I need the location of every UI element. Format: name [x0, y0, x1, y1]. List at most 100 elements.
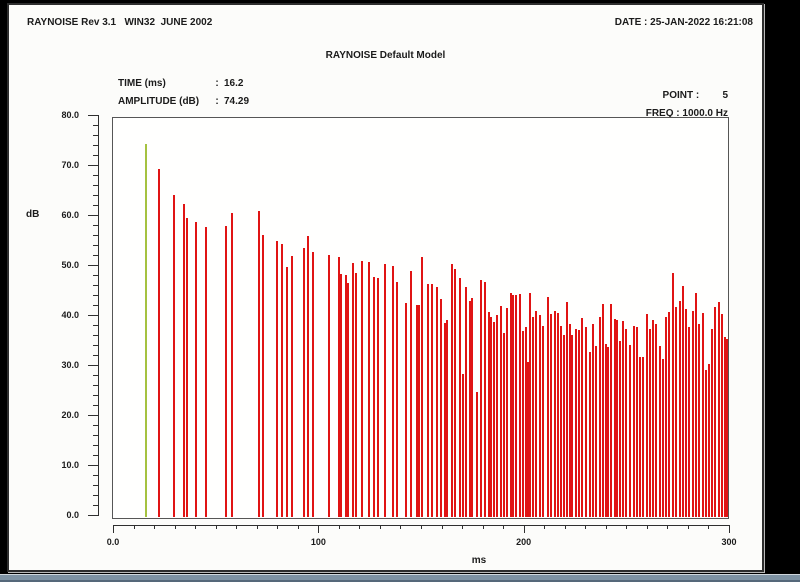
reflection-spike[interactable]	[568, 324, 571, 517]
reflection-spike[interactable]	[476, 392, 479, 517]
reflection-spike[interactable]	[416, 305, 419, 517]
reflection-spike[interactable]	[685, 309, 688, 517]
reflection-spike[interactable]	[598, 317, 601, 517]
reflection-spike[interactable]	[512, 294, 515, 517]
reflection-spike[interactable]	[158, 169, 161, 517]
reflection-spike[interactable]	[446, 319, 449, 517]
reflection-spike[interactable]	[698, 324, 701, 517]
reflection-spike[interactable]	[502, 333, 505, 517]
reflection-spike[interactable]	[462, 373, 465, 517]
reflection-spike[interactable]	[528, 292, 531, 517]
reflection-spike[interactable]	[701, 313, 704, 517]
reflection-spike[interactable]	[345, 274, 348, 517]
reflection-spike[interactable]	[639, 357, 642, 517]
reflection-spike[interactable]	[581, 318, 584, 517]
reflection-spike[interactable]	[531, 317, 534, 517]
reflection-spike[interactable]	[312, 252, 315, 517]
reflection-spike[interactable]	[678, 300, 681, 517]
reflection-spike[interactable]	[655, 324, 658, 517]
reflection-spike[interactable]	[641, 357, 644, 517]
reflection-spike[interactable]	[439, 299, 442, 517]
reflection-spike[interactable]	[658, 345, 661, 517]
reflection-spike[interactable]	[632, 325, 635, 517]
reflection-spike[interactable]	[524, 326, 527, 517]
reflection-spike[interactable]	[714, 307, 717, 517]
reflection-spike[interactable]	[355, 273, 358, 517]
reflection-spike[interactable]	[367, 261, 370, 517]
reflection-spike[interactable]	[535, 310, 538, 517]
reflection-spike[interactable]	[483, 281, 486, 517]
reflection-spike[interactable]	[454, 269, 457, 517]
reflection-spike[interactable]	[691, 310, 694, 517]
reflection-spike[interactable]	[183, 203, 186, 517]
reflection-spike[interactable]	[505, 307, 508, 517]
reflection-spike[interactable]	[549, 314, 552, 517]
reflection-spike[interactable]	[649, 329, 652, 517]
reflection-spike[interactable]	[426, 284, 429, 517]
reflection-spike[interactable]	[479, 280, 482, 517]
reflection-spike[interactable]	[418, 305, 421, 517]
reflection-spike[interactable]	[628, 344, 631, 517]
reflection-spike[interactable]	[574, 329, 577, 517]
reflection-spike[interactable]	[688, 327, 691, 517]
reflection-spike[interactable]	[514, 294, 517, 517]
reflection-spike[interactable]	[601, 304, 604, 517]
reflection-spike[interactable]	[571, 334, 574, 517]
reflection-spike[interactable]	[522, 330, 525, 517]
reflection-spike[interactable]	[500, 305, 503, 517]
reflection-spike[interactable]	[465, 286, 468, 517]
reflection-spike[interactable]	[451, 264, 454, 517]
reflection-spike[interactable]	[562, 334, 565, 517]
reflection-spike[interactable]	[509, 292, 512, 517]
reflection-spike[interactable]	[443, 323, 446, 517]
reflection-spike[interactable]	[538, 314, 541, 517]
reflection-spike[interactable]	[591, 324, 594, 517]
reflection-spike[interactable]	[526, 362, 529, 517]
reflection-spike[interactable]	[546, 297, 549, 517]
reflection-spike[interactable]	[205, 227, 208, 517]
reflection-spike[interactable]	[577, 330, 580, 517]
reflection-spike[interactable]	[695, 292, 698, 517]
reflection-spike[interactable]	[404, 303, 407, 517]
reflection-spike[interactable]	[338, 256, 341, 517]
reflection-spike[interactable]	[556, 313, 559, 517]
reflection-spike[interactable]	[347, 282, 350, 517]
reflection-spike[interactable]	[652, 319, 655, 517]
reflection-spike[interactable]	[588, 352, 591, 517]
reflection-spike[interactable]	[430, 284, 433, 517]
reflection-spike[interactable]	[195, 222, 198, 517]
reflection-spike[interactable]	[231, 213, 234, 517]
reflection-spike[interactable]	[421, 256, 424, 517]
reflection-spike[interactable]	[721, 314, 724, 517]
reflection-spike[interactable]	[671, 273, 674, 517]
reflection-spike[interactable]	[372, 276, 375, 517]
reflection-spike[interactable]	[262, 235, 265, 517]
reflection-spike[interactable]	[391, 266, 394, 517]
reflection-spike[interactable]	[281, 243, 284, 517]
reflection-spike[interactable]	[566, 302, 569, 517]
reflection-spike[interactable]	[618, 340, 621, 517]
reflection-spike[interactable]	[604, 344, 607, 517]
reflection-spike[interactable]	[307, 236, 310, 517]
reflection-spike[interactable]	[410, 270, 413, 517]
reflection-spike[interactable]	[286, 267, 289, 517]
reflection-spike[interactable]	[725, 338, 728, 517]
reflection-spike[interactable]	[625, 329, 628, 517]
reflection-spike[interactable]	[606, 347, 609, 517]
reflection-spike[interactable]	[376, 278, 379, 517]
reflection-spike[interactable]	[490, 317, 493, 517]
reflection-spike[interactable]	[541, 326, 544, 517]
reflection-spike[interactable]	[487, 312, 490, 517]
reflection-spike[interactable]	[291, 256, 294, 517]
reflection-spike[interactable]	[667, 312, 670, 517]
reflection-spike[interactable]	[383, 264, 386, 517]
reflection-spike[interactable]	[707, 363, 710, 517]
reflection-spike[interactable]	[327, 254, 330, 517]
reflection-spike[interactable]	[258, 211, 261, 517]
reflection-spike[interactable]	[705, 370, 707, 517]
reflection-spike[interactable]	[185, 217, 188, 517]
reflection-spike[interactable]	[225, 225, 228, 517]
reflection-spike[interactable]	[471, 297, 474, 517]
reflection-spike[interactable]	[352, 262, 355, 517]
reflection-spike[interactable]	[496, 314, 499, 517]
